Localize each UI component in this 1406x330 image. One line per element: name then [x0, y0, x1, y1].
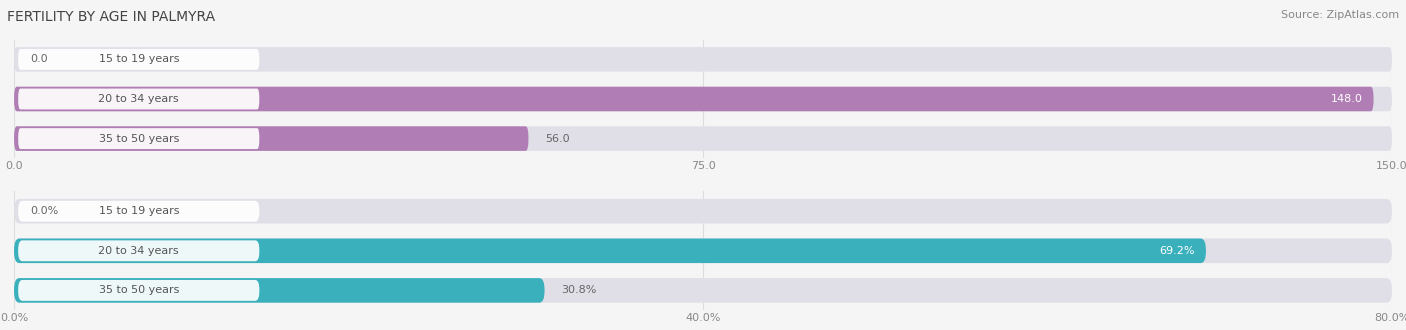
Text: 20 to 34 years: 20 to 34 years — [98, 94, 179, 104]
Text: 15 to 19 years: 15 to 19 years — [98, 54, 179, 64]
FancyBboxPatch shape — [18, 240, 259, 261]
FancyBboxPatch shape — [14, 278, 1392, 303]
Text: 30.8%: 30.8% — [561, 285, 596, 295]
Text: 35 to 50 years: 35 to 50 years — [98, 134, 179, 144]
FancyBboxPatch shape — [18, 49, 259, 70]
FancyBboxPatch shape — [14, 87, 1374, 111]
FancyBboxPatch shape — [14, 126, 529, 151]
FancyBboxPatch shape — [14, 199, 1392, 223]
Text: 56.0: 56.0 — [546, 134, 569, 144]
Text: 0.0: 0.0 — [31, 54, 48, 64]
FancyBboxPatch shape — [14, 278, 544, 303]
Text: 15 to 19 years: 15 to 19 years — [98, 206, 179, 216]
Text: 69.2%: 69.2% — [1160, 246, 1195, 256]
Text: 148.0: 148.0 — [1330, 94, 1362, 104]
FancyBboxPatch shape — [18, 280, 259, 301]
FancyBboxPatch shape — [14, 87, 1392, 111]
Text: 35 to 50 years: 35 to 50 years — [98, 285, 179, 295]
Text: 20 to 34 years: 20 to 34 years — [98, 246, 179, 256]
Text: Source: ZipAtlas.com: Source: ZipAtlas.com — [1281, 10, 1399, 20]
Text: 0.0%: 0.0% — [31, 206, 59, 216]
FancyBboxPatch shape — [14, 47, 1392, 72]
FancyBboxPatch shape — [14, 126, 1392, 151]
FancyBboxPatch shape — [18, 201, 259, 222]
FancyBboxPatch shape — [18, 88, 259, 110]
FancyBboxPatch shape — [14, 239, 1206, 263]
FancyBboxPatch shape — [18, 128, 259, 149]
Text: FERTILITY BY AGE IN PALMYRA: FERTILITY BY AGE IN PALMYRA — [7, 10, 215, 24]
FancyBboxPatch shape — [14, 239, 1392, 263]
